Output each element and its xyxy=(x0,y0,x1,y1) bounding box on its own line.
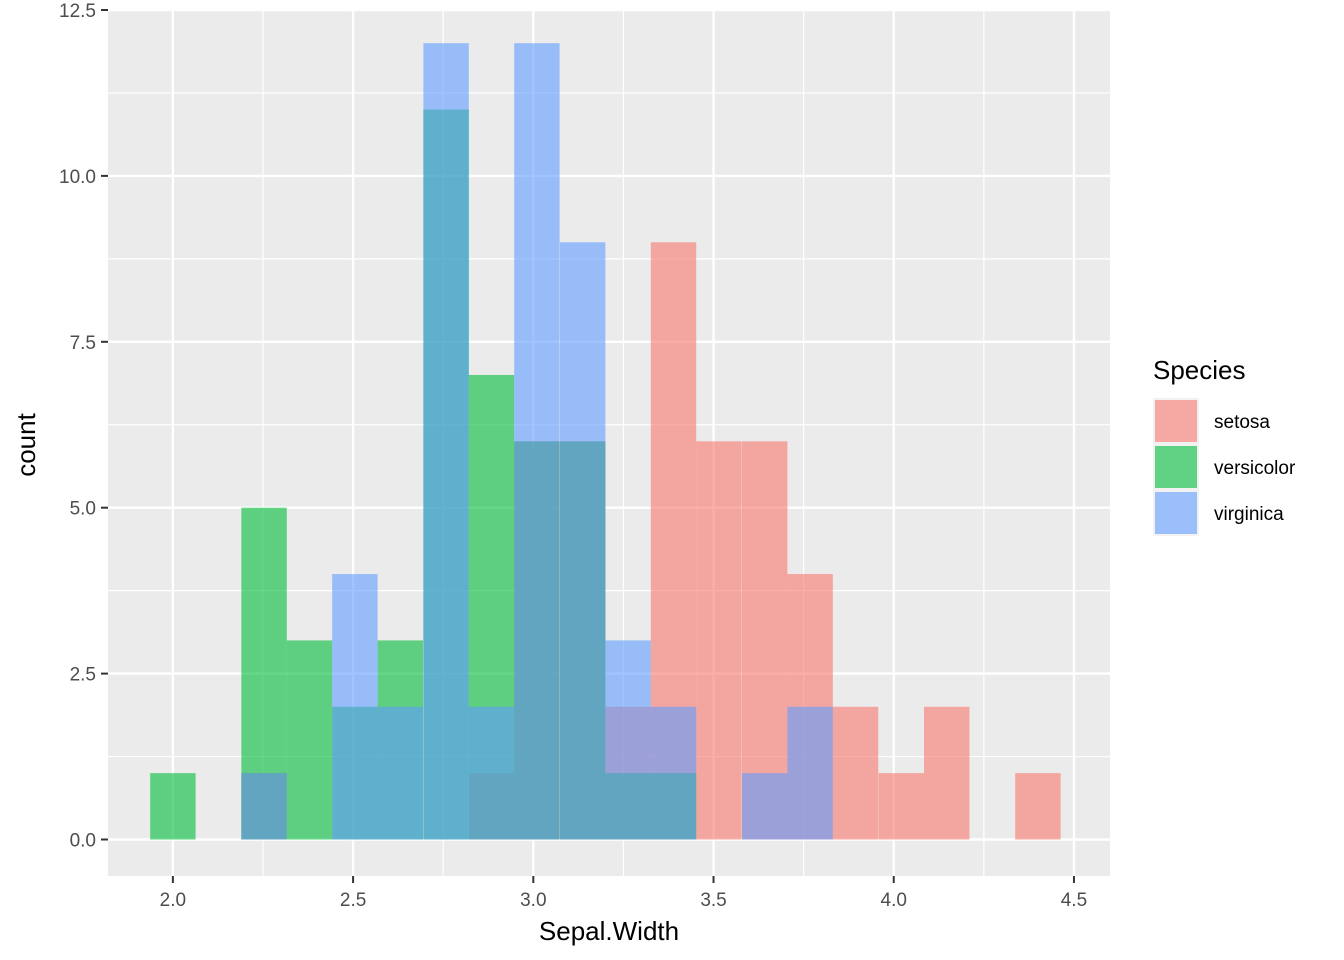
x-tick-label: 3.5 xyxy=(700,890,726,911)
legend: Species setosa versicolor virginica xyxy=(1153,355,1296,536)
x-axis-title: Sepal.Width xyxy=(539,916,679,946)
x-axis: 2.0 2.5 3.0 3.5 4.0 4.5 xyxy=(160,876,1087,911)
bar-virginica xyxy=(605,640,651,840)
y-axis-title: count xyxy=(11,412,41,476)
bar-versicolor xyxy=(286,640,333,840)
bar-virginica xyxy=(741,773,788,840)
y-tick-label: 0.0 xyxy=(70,831,96,852)
bar-versicolor xyxy=(150,773,196,840)
x-tick-label: 2.5 xyxy=(340,890,366,911)
histogram-bars xyxy=(150,43,1061,840)
legend-key-swatch xyxy=(1155,492,1197,534)
y-tick-label: 10.0 xyxy=(59,167,96,188)
bar-setosa xyxy=(696,441,742,840)
bar-setosa xyxy=(924,706,970,840)
bar-virginica xyxy=(332,574,378,840)
y-tick-label: 12.5 xyxy=(59,1,96,22)
bar-virginica xyxy=(787,706,833,840)
legend-key-swatch xyxy=(1155,400,1197,442)
legend-item-setosa: setosa xyxy=(1153,398,1270,444)
y-axis: 0.0 2.5 5.0 7.5 10.0 12.5 xyxy=(59,1,108,852)
legend-label: versicolor xyxy=(1214,458,1296,479)
bar-virginica xyxy=(423,43,469,840)
legend-label: virginica xyxy=(1214,504,1284,525)
bar-virginica xyxy=(241,773,287,840)
legend-title: Species xyxy=(1153,355,1246,385)
x-tick-label: 4.0 xyxy=(881,890,907,911)
bar-virginica xyxy=(377,706,424,840)
y-tick-label: 5.0 xyxy=(70,499,96,520)
y-tick-label: 2.5 xyxy=(70,665,96,686)
bar-virginica xyxy=(514,43,560,840)
bar-virginica xyxy=(650,706,697,840)
bar-setosa xyxy=(832,706,879,840)
y-tick-label: 7.5 xyxy=(70,333,96,354)
bar-virginica xyxy=(468,706,515,840)
legend-label: setosa xyxy=(1214,412,1270,433)
legend-item-virginica: virginica xyxy=(1153,490,1284,536)
legend-item-versicolor: versicolor xyxy=(1153,444,1296,490)
legend-key-swatch xyxy=(1155,446,1197,488)
bar-virginica xyxy=(559,242,606,840)
bar-setosa xyxy=(1015,773,1061,840)
bar-setosa xyxy=(878,773,925,840)
x-tick-label: 3.0 xyxy=(520,890,546,911)
x-tick-label: 2.0 xyxy=(160,890,186,911)
x-tick-label: 4.5 xyxy=(1061,890,1087,911)
